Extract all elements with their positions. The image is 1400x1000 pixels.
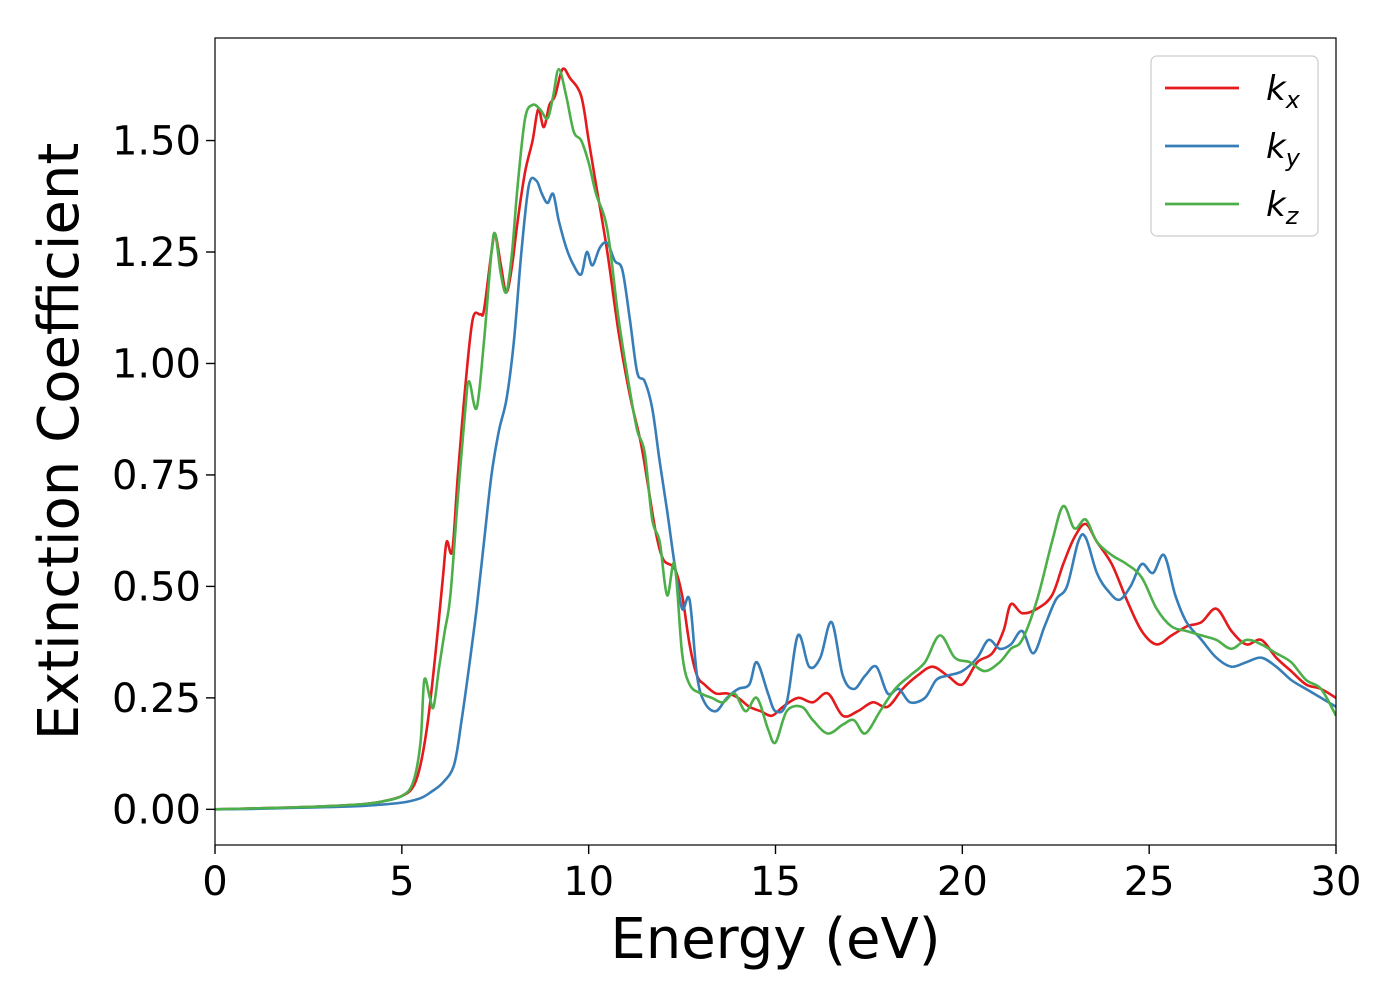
y-tick-label: 1.25 (112, 230, 201, 276)
y-tick-label: 0.25 (112, 676, 201, 722)
legend-label-x: kx (1266, 69, 1301, 114)
legend-label-subscript: z (1285, 202, 1300, 230)
legend-label-y: ky (1266, 127, 1301, 172)
legend-label-main: k (1266, 69, 1287, 109)
series-line-y (215, 176, 1336, 811)
y-tick-label: 1.00 (112, 341, 201, 387)
x-tick-label: 5 (389, 859, 414, 905)
x-tick-label: 25 (1124, 859, 1175, 905)
x-axis-label: Energy (eV) (610, 907, 940, 972)
y-tick-label: 0.50 (112, 564, 201, 610)
legend-label-subscript: x (1285, 86, 1301, 114)
series-line-z (215, 67, 1336, 811)
x-axis-ticks: 0 5 10 15 20 25 30 (202, 845, 1361, 905)
legend-label-subscript: y (1285, 144, 1301, 172)
plot-lines (215, 67, 1336, 811)
y-tick-label: 0.00 (112, 787, 201, 833)
x-tick-label: 30 (1311, 859, 1362, 905)
y-axis-label: Extinction Coefficient (27, 143, 92, 741)
y-axis-ticks: 0.00 0.25 0.50 0.75 1.00 1.25 1.50 (112, 119, 215, 833)
x-tick-label: 10 (563, 859, 614, 905)
x-tick-label: 0 (202, 859, 227, 905)
legend-label-z: kz (1266, 185, 1300, 230)
y-tick-label: 1.50 (112, 119, 201, 165)
x-tick-label: 15 (750, 859, 801, 905)
x-tick-label: 20 (937, 859, 988, 905)
legend-label-main: k (1266, 185, 1287, 225)
legend-label-main: k (1266, 127, 1287, 167)
y-tick-label: 0.75 (112, 453, 201, 499)
